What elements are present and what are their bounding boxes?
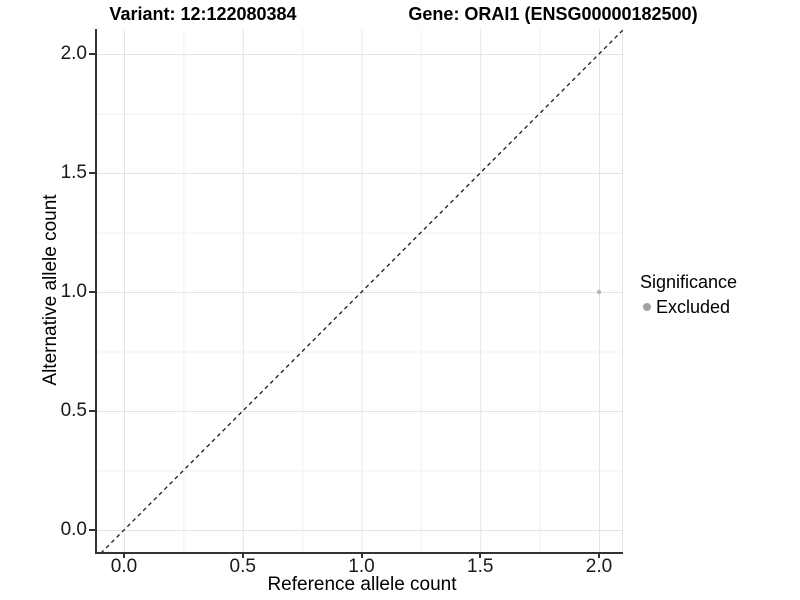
y-tick-label: 1.0: [60, 281, 87, 302]
legend-item-label: Excluded: [656, 296, 731, 317]
y-tick-mark: [89, 291, 95, 293]
y-tick-label: 0.0: [60, 519, 87, 540]
plot-panel: [95, 29, 623, 554]
x-tick-mark: [360, 552, 363, 558]
x-tick-label: 1.0: [348, 556, 375, 577]
plot-canvas: [97, 29, 623, 552]
x-tick-mark: [479, 552, 482, 558]
data-point: [596, 289, 602, 295]
legend-title: Significance: [640, 272, 738, 292]
x-tick-mark: [241, 552, 244, 558]
plot-title-variant: Variant: 12:122080384: [109, 4, 297, 24]
y-tick-mark: [89, 529, 95, 531]
plot-title-gene: Gene: ORAI1 (ENSG00000182500): [408, 4, 698, 24]
legend: Significance Excluded: [640, 272, 737, 318]
x-tick-mark: [598, 552, 600, 558]
y-tick-label: 2.0: [60, 43, 87, 64]
y-tick-mark: [89, 410, 95, 412]
x-tick-label: 0.0: [110, 556, 138, 577]
x-axis-title: Reference allele count: [267, 574, 457, 595]
y-tick-label: 0.5: [60, 400, 87, 421]
legend-point-icon: [643, 303, 651, 311]
legend-item-excluded: Excluded: [640, 296, 737, 318]
y-tick-mark: [89, 172, 95, 174]
y-tick-mark: [89, 53, 95, 55]
x-tick-label: 2.0: [585, 556, 613, 577]
y-tick-label: 1.5: [60, 162, 87, 183]
x-tick-mark: [123, 552, 125, 558]
identity-dashed-line: [101, 29, 623, 552]
x-tick-label: 1.5: [467, 556, 494, 577]
x-tick-label: 0.5: [229, 556, 256, 577]
